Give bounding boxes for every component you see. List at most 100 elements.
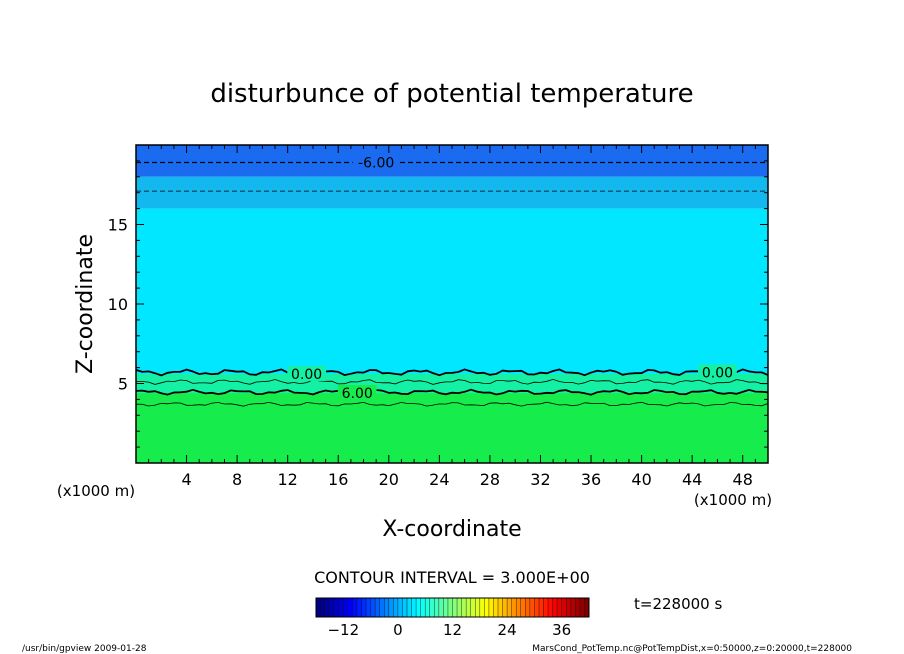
colorbar-cell — [493, 598, 498, 617]
colorbar-cell — [570, 598, 576, 617]
colorbar-cell — [447, 598, 453, 617]
plot-area — [136, 145, 768, 463]
colorbar-cell — [397, 598, 403, 617]
x-axis-ticks — [135, 145, 769, 463]
colorbar-tick-label: 24 — [498, 621, 517, 639]
colorbar-cell — [507, 598, 512, 617]
colorbar-cell — [484, 598, 489, 617]
colorbar-cell — [352, 598, 357, 617]
colorbar-cell — [457, 598, 462, 617]
colorbar-cell — [479, 598, 485, 617]
colorbar-cell — [393, 598, 398, 617]
colorbar-cell — [402, 598, 407, 617]
color-zone — [136, 176, 768, 209]
colorbar-frame — [315, 597, 590, 618]
x-tick-label: 48 — [733, 470, 753, 489]
colorbar-cell — [534, 598, 539, 617]
color-zone — [136, 145, 768, 177]
y-tick-label: 15 — [108, 216, 128, 235]
colorbar-cell — [434, 598, 439, 617]
x-tick-label: 12 — [278, 470, 298, 489]
colorbar-cell — [416, 598, 421, 617]
colorbar-cell — [325, 598, 330, 617]
colorbar-cell — [584, 598, 589, 617]
colorbar-cell — [388, 598, 394, 617]
color-zone — [136, 208, 768, 374]
colorbar-cell — [338, 598, 344, 617]
contour-labels: -6.00 0.00 0.00 6.00 — [287, 154, 737, 402]
footer-right: MarsCond_PotTemp.nc@PotTempDist,x=0:5000… — [532, 644, 852, 654]
colorbar-cell — [511, 598, 517, 617]
colorbar-cell — [548, 598, 553, 617]
colorbar-tick-labels: −12 0 12 24 36 — [327, 621, 571, 639]
colorbar-cell — [334, 598, 339, 617]
x-tick-label: 44 — [682, 470, 702, 489]
colorbar-cell — [516, 598, 521, 617]
colorbar-cell — [538, 598, 544, 617]
colorbar-cell — [438, 598, 444, 617]
colorbar-cell — [498, 598, 503, 617]
colorbar-cell — [552, 598, 558, 617]
contour-label: -6.00 — [358, 155, 394, 171]
colorbar-cells — [315, 598, 589, 617]
x-tick-label: 8 — [232, 470, 242, 489]
contour-interval-label: CONTOUR INTERVAL = 3.000E+00 — [314, 568, 590, 587]
y-axis-title: Z-coordinate — [73, 234, 98, 374]
x-tick-label: 32 — [530, 470, 550, 489]
color-zones — [136, 145, 768, 463]
contour-label: 6.00 — [342, 386, 373, 402]
chart-title: disturbunce of potential temperature — [210, 79, 693, 109]
x-tick-label: 20 — [379, 470, 399, 489]
x-tick-labels: 4 8 12 16 20 24 28 32 36 40 44 48 — [181, 470, 752, 489]
colorbar-cell — [420, 598, 426, 617]
colorbar-cell — [466, 598, 471, 617]
x-tick-label: 24 — [429, 470, 449, 489]
contour-label-gap — [352, 154, 400, 170]
y-axis-ticks — [136, 144, 768, 464]
colorbar-cell — [561, 598, 567, 617]
colorbar-cell — [361, 598, 367, 617]
colorbar-cell — [529, 598, 535, 617]
contour-line — [136, 388, 768, 396]
colorbar: −12 0 12 24 36 — [315, 597, 590, 639]
colorbar-cell — [566, 598, 571, 617]
colorbar-cell — [488, 598, 494, 617]
colorbar-cell — [429, 598, 435, 617]
colorbar-cell — [443, 598, 448, 617]
colorbar-cell — [366, 598, 371, 617]
contour-label: 0.00 — [702, 365, 733, 381]
colorbar-cell — [425, 598, 430, 617]
colorbar-cell — [461, 598, 467, 617]
x-unit-right: (x1000 m) — [694, 491, 772, 509]
colorbar-cell — [411, 598, 417, 617]
contour-line — [136, 368, 768, 377]
colorbar-cell — [557, 598, 562, 617]
colorbar-tick-label: 0 — [393, 621, 403, 639]
colorbar-cell — [543, 598, 549, 617]
colorbar-cell — [375, 598, 380, 617]
colorbar-cell — [525, 598, 530, 617]
colorbar-cell — [379, 598, 385, 617]
colorbar-cell — [347, 598, 353, 617]
contour-lines — [136, 161, 768, 407]
colorbar-cell — [520, 598, 526, 617]
contour-label-gap — [337, 385, 377, 401]
x-tick-label: 4 — [181, 470, 191, 489]
contour-line — [136, 378, 768, 385]
colorbar-cell — [356, 598, 362, 617]
colorbar-cell — [470, 598, 476, 617]
x-tick-label: 16 — [328, 470, 348, 489]
colorbar-cell — [502, 598, 508, 617]
colorbar-cell — [320, 598, 326, 617]
color-zone — [136, 393, 768, 463]
colorbar-tick-label: 36 — [552, 621, 571, 639]
x-tick-label: 28 — [480, 470, 500, 489]
colorbar-cell — [575, 598, 580, 617]
time-label: t=228000 s — [634, 595, 722, 613]
colorbar-cell — [452, 598, 458, 617]
colorbar-cell — [343, 598, 348, 617]
y-tick-labels: 5 10 15 — [108, 216, 128, 394]
footer-left: /usr/bin/gpview 2009-01-28 — [22, 644, 147, 654]
colorbar-cell — [579, 598, 585, 617]
